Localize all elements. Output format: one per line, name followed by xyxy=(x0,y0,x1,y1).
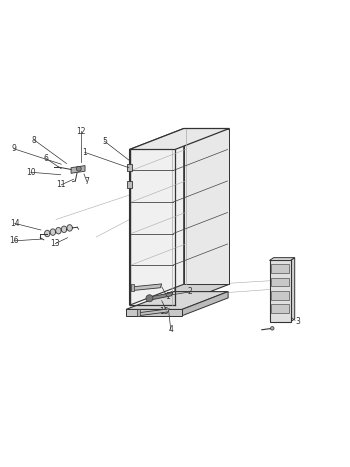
Polygon shape xyxy=(290,258,295,322)
Text: 4: 4 xyxy=(168,325,173,334)
Text: 15: 15 xyxy=(159,307,169,316)
Bar xyxy=(131,284,134,291)
Text: 6: 6 xyxy=(44,154,49,163)
Text: 7: 7 xyxy=(84,177,89,186)
Circle shape xyxy=(76,166,81,171)
Text: 3: 3 xyxy=(296,317,301,326)
Polygon shape xyxy=(130,128,229,149)
Polygon shape xyxy=(71,166,85,173)
Text: 1: 1 xyxy=(165,292,170,301)
Polygon shape xyxy=(271,291,289,300)
Circle shape xyxy=(271,326,274,330)
Polygon shape xyxy=(56,227,61,234)
Polygon shape xyxy=(138,309,169,316)
Text: 11: 11 xyxy=(56,180,66,189)
Polygon shape xyxy=(270,261,290,322)
Text: 12: 12 xyxy=(76,127,85,136)
Circle shape xyxy=(146,295,153,302)
Polygon shape xyxy=(175,128,229,305)
Polygon shape xyxy=(182,291,228,316)
Polygon shape xyxy=(270,258,295,261)
Text: 2: 2 xyxy=(187,288,192,297)
Text: 9: 9 xyxy=(12,144,16,153)
Text: 5: 5 xyxy=(102,137,107,146)
Polygon shape xyxy=(271,304,289,313)
Polygon shape xyxy=(271,264,289,273)
Polygon shape xyxy=(44,230,50,237)
Polygon shape xyxy=(150,292,173,300)
Polygon shape xyxy=(126,291,228,310)
Polygon shape xyxy=(67,225,72,231)
Text: 10: 10 xyxy=(26,168,36,177)
Bar xyxy=(137,310,140,317)
Polygon shape xyxy=(271,277,289,286)
Polygon shape xyxy=(126,310,182,316)
Polygon shape xyxy=(184,128,229,284)
Polygon shape xyxy=(50,229,56,235)
Polygon shape xyxy=(61,226,67,233)
Text: 14: 14 xyxy=(10,219,20,228)
Bar xyxy=(127,163,132,170)
Text: 8: 8 xyxy=(32,135,37,145)
Polygon shape xyxy=(130,128,184,305)
Text: 13: 13 xyxy=(50,239,60,248)
Polygon shape xyxy=(132,284,162,290)
Bar xyxy=(127,181,132,188)
Text: 1: 1 xyxy=(82,148,87,157)
Text: 16: 16 xyxy=(9,236,19,245)
